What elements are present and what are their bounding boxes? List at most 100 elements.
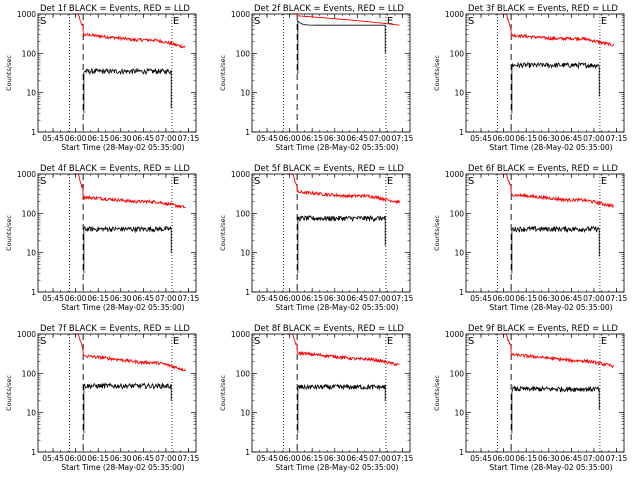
x-tick-label: 07:00 (583, 454, 605, 463)
x-axis-label: Start Time (28-May-02 05:35:00) (489, 303, 612, 312)
y-tick-label: 100 (236, 209, 251, 218)
x-tick-label: 06:45 (347, 294, 369, 303)
plot-frame (465, 333, 625, 453)
x-axis-label: Start Time (28-May-02 05:35:00) (489, 463, 612, 472)
y-tick-label: 10 (26, 249, 36, 258)
x-tick-label: 06:00 (493, 454, 515, 463)
y-tick-label: 100 (22, 369, 37, 378)
lld-series-line (500, 173, 614, 209)
start-marker: S (40, 336, 46, 347)
x-tick-label: 06:15 (87, 294, 109, 303)
y-tick-label: 100 (22, 209, 37, 218)
y-tick-label: 1000 (17, 330, 36, 339)
panel-title: Det 4f BLACK = Events, RED = LLD (40, 164, 190, 174)
end-marker: E (387, 176, 393, 187)
lld-series-line (500, 13, 614, 47)
x-tick-label: 06:00 (279, 294, 301, 303)
y-tick-label: 10 (240, 89, 250, 98)
events-series-line (83, 225, 172, 274)
y-axis-label: Counts/sec (433, 375, 441, 411)
x-axis-label: Start Time (28-May-02 05:35:00) (275, 303, 398, 312)
x-tick-label: 07:15 (392, 294, 414, 303)
y-tick-label: 1000 (17, 170, 36, 179)
events-series-line (511, 385, 600, 434)
plot-frame (251, 13, 411, 133)
x-tick-label: 07:15 (178, 294, 200, 303)
plot-frame (465, 13, 625, 133)
x-tick-label: 05:45 (256, 134, 278, 143)
x-tick-label: 06:45 (133, 134, 155, 143)
x-tick-label: 06:15 (87, 454, 109, 463)
start-marker: S (254, 336, 260, 347)
start-marker: S (254, 16, 260, 27)
detector-panel-8: Det 8f BLACK = Events, RED = LLD Counts/s… (219, 324, 414, 472)
y-tick-label: 10 (26, 409, 36, 418)
events-series-line (297, 19, 386, 74)
x-tick-label: 06:00 (65, 454, 87, 463)
y-tick-label: 1000 (231, 10, 250, 19)
lld-series-line (500, 333, 614, 369)
x-axis-label: Start Time (28-May-02 05:35:00) (61, 463, 184, 472)
x-axis-label: Start Time (28-May-02 05:35:00) (275, 463, 398, 472)
x-tick-label: 07:15 (606, 294, 628, 303)
x-tick-label: 07:00 (155, 454, 177, 463)
x-tick-label: 07:15 (392, 134, 414, 143)
lld-series-line (72, 333, 186, 372)
x-tick-label: 05:45 (256, 294, 278, 303)
x-tick-label: 06:45 (561, 134, 583, 143)
y-tick-label: 1 (245, 288, 250, 297)
y-axis-label: Counts/sec (5, 375, 13, 411)
x-tick-label: 07:15 (606, 454, 628, 463)
y-tick-label: 100 (236, 369, 251, 378)
y-tick-label: 1 (31, 288, 36, 297)
y-axis-label: Counts/sec (433, 55, 441, 91)
panel-title: Det 3f BLACK = Events, RED = LLD (468, 4, 618, 14)
y-tick-label: 10 (26, 89, 36, 98)
panel-title: Det 9f BLACK = Events, RED = LLD (468, 324, 618, 334)
x-tick-label: 06:30 (538, 454, 560, 463)
x-tick-label: 07:15 (606, 134, 628, 143)
x-tick-label: 06:15 (515, 294, 537, 303)
plot-frame (251, 173, 411, 293)
start-marker: S (468, 336, 474, 347)
x-tick-label: 05:45 (42, 294, 64, 303)
panel-title: Det 2f BLACK = Events, RED = LLD (254, 4, 404, 14)
x-tick-label: 07:00 (583, 294, 605, 303)
x-tick-label: 06:30 (324, 294, 346, 303)
detector-panel-4: Det 4f BLACK = Events, RED = LLD Counts/s… (5, 164, 200, 312)
end-marker: E (173, 16, 179, 27)
lld-series-line (286, 173, 400, 205)
x-tick-label: 06:00 (493, 134, 515, 143)
x-tick-label: 05:45 (42, 134, 64, 143)
y-tick-label: 1 (31, 128, 36, 137)
x-tick-label: 05:45 (256, 454, 278, 463)
panel-title: Det 8f BLACK = Events, RED = LLD (254, 324, 404, 334)
y-tick-label: 1 (459, 288, 464, 297)
plot-frame (37, 13, 197, 133)
end-marker: E (173, 336, 179, 347)
detector-panel-1: Det 1f BLACK = Events, RED = LLD Counts/s… (5, 4, 200, 152)
plot-frame (251, 333, 411, 453)
y-tick-label: 1000 (231, 330, 250, 339)
x-tick-label: 06:30 (324, 134, 346, 143)
x-tick-label: 07:15 (392, 454, 414, 463)
x-tick-label: 06:15 (301, 294, 323, 303)
events-series-line (83, 382, 172, 434)
start-marker: S (40, 176, 46, 187)
end-marker: E (387, 336, 393, 347)
start-marker: S (468, 176, 474, 187)
x-tick-label: 05:45 (470, 454, 492, 463)
y-tick-label: 100 (450, 49, 465, 58)
y-axis-label: Counts/sec (5, 55, 13, 91)
y-tick-label: 100 (450, 209, 465, 218)
y-tick-label: 1 (31, 448, 36, 457)
x-tick-label: 07:00 (155, 294, 177, 303)
detector-panel-6: Det 6f BLACK = Events, RED = LLD Counts/s… (433, 164, 628, 312)
end-marker: E (601, 336, 607, 347)
x-tick-label: 06:15 (301, 134, 323, 143)
y-tick-label: 10 (240, 249, 250, 258)
y-tick-label: 1 (459, 128, 464, 137)
panel-title: Det 7f BLACK = Events, RED = LLD (40, 324, 190, 334)
lld-series-line (72, 13, 186, 49)
